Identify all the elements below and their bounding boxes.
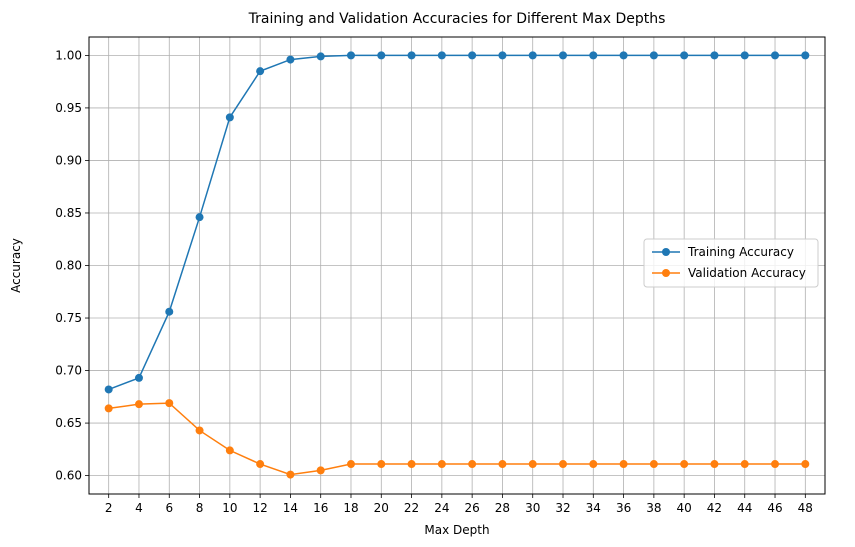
data-point-validation xyxy=(134,400,143,409)
x-tick-label: 26 xyxy=(465,501,480,515)
x-tick-label: 32 xyxy=(555,501,570,515)
legend-label: Validation Accuracy xyxy=(688,266,806,280)
legend: Training Accuracy Validation Accuracy xyxy=(643,238,819,288)
x-tick-label: 10 xyxy=(222,501,237,515)
data-point-training xyxy=(498,51,507,60)
data-point-validation xyxy=(528,460,537,469)
data-point-validation xyxy=(619,460,628,469)
x-tick-label: 34 xyxy=(586,501,601,515)
data-point-training xyxy=(649,51,658,60)
legend-marker xyxy=(662,248,670,256)
x-tick-label: 2 xyxy=(105,501,113,515)
data-point-training xyxy=(316,52,325,61)
data-point-validation xyxy=(771,460,780,469)
data-point-training xyxy=(468,51,477,60)
data-point-validation xyxy=(286,470,295,479)
data-point-validation xyxy=(346,460,355,469)
x-tick-label: 16 xyxy=(313,501,328,515)
y-tick-label: 0.70 xyxy=(55,364,82,378)
data-point-training xyxy=(528,51,537,60)
chart-title: Training and Validation Accuracies for D… xyxy=(248,11,666,27)
x-tick-label: 12 xyxy=(252,501,267,515)
y-tick-label: 0.60 xyxy=(55,469,82,483)
data-point-validation xyxy=(680,460,689,469)
data-point-training xyxy=(256,67,265,76)
x-tick-label: 20 xyxy=(374,501,389,515)
data-point-validation xyxy=(316,466,325,475)
x-tick-label: 14 xyxy=(283,501,298,515)
data-point-validation xyxy=(498,460,507,469)
data-point-training xyxy=(377,51,386,60)
data-point-validation xyxy=(649,460,658,469)
y-tick-label: 1.00 xyxy=(55,48,82,62)
data-point-validation xyxy=(225,446,234,455)
data-point-validation xyxy=(104,404,113,413)
x-tick-label: 42 xyxy=(707,501,722,515)
data-point-validation xyxy=(437,460,446,469)
x-tick-label: 4 xyxy=(135,501,143,515)
data-point-validation xyxy=(407,460,416,469)
x-tick-label: 46 xyxy=(767,501,782,515)
x-tick-label: 44 xyxy=(737,501,752,515)
data-point-training xyxy=(559,51,568,60)
data-point-training xyxy=(619,51,628,60)
y-tick-label: 0.85 xyxy=(55,206,82,220)
x-tick-label: 28 xyxy=(495,501,510,515)
data-point-training xyxy=(437,51,446,60)
series-line-training xyxy=(108,54,806,391)
data-point-training xyxy=(771,51,780,60)
data-point-validation xyxy=(468,460,477,469)
data-point-training xyxy=(165,307,174,316)
data-point-training xyxy=(346,51,355,60)
data-point-training xyxy=(710,51,719,60)
x-tick-label: 8 xyxy=(196,501,204,515)
x-tick-label: 22 xyxy=(404,501,419,515)
data-point-training xyxy=(225,113,234,122)
data-point-training xyxy=(801,51,810,60)
x-tick-label: 18 xyxy=(343,501,358,515)
data-point-validation xyxy=(801,460,810,469)
y-tick-label: 0.75 xyxy=(55,311,82,325)
y-tick-label: 0.65 xyxy=(55,416,82,430)
x-tick-label: 40 xyxy=(677,501,692,515)
data-point-training xyxy=(740,51,749,60)
legend-marker xyxy=(662,269,670,277)
y-tick-label: 0.80 xyxy=(55,259,82,273)
x-axis-label: Max Depth xyxy=(424,523,489,537)
y-tick-label: 0.90 xyxy=(55,153,82,167)
data-point-validation xyxy=(195,426,204,435)
x-tick-label: 6 xyxy=(165,501,173,515)
data-point-training xyxy=(407,51,416,60)
data-point-training xyxy=(195,213,204,222)
y-axis-label: Accuracy xyxy=(9,238,23,293)
y-tick-label: 0.95 xyxy=(55,101,82,115)
y-axis-ticks: 0.60 0.65 0.70 0.75 0.80 0.85 0.90 0.95 1.00 xyxy=(55,48,89,483)
data-point-validation xyxy=(740,460,749,469)
data-point-validation xyxy=(165,399,174,408)
x-tick-label: 48 xyxy=(798,501,813,515)
data-point-training xyxy=(104,385,113,394)
data-point-validation xyxy=(256,460,265,469)
legend-label: Training Accuracy xyxy=(687,245,794,259)
x-tick-label: 24 xyxy=(434,501,449,515)
x-tick-label: 36 xyxy=(616,501,631,515)
data-point-validation xyxy=(710,460,719,469)
data-point-training xyxy=(589,51,598,60)
x-axis-ticks: 2 4 6 8 10 12 14 16 18 20 22 24 26 28 30 32 34 36 38 40 42 44… xyxy=(105,494,813,515)
data-point-validation xyxy=(589,460,598,469)
data-point-training xyxy=(680,51,689,60)
series-line-validation xyxy=(108,402,806,476)
data-point-validation xyxy=(559,460,568,469)
data-point-training xyxy=(134,373,143,382)
data-point-training xyxy=(286,55,295,64)
x-tick-label: 30 xyxy=(525,501,540,515)
series-group xyxy=(104,51,810,479)
data-point-validation xyxy=(377,460,386,469)
legend-box xyxy=(643,238,819,288)
x-tick-label: 38 xyxy=(646,501,661,515)
